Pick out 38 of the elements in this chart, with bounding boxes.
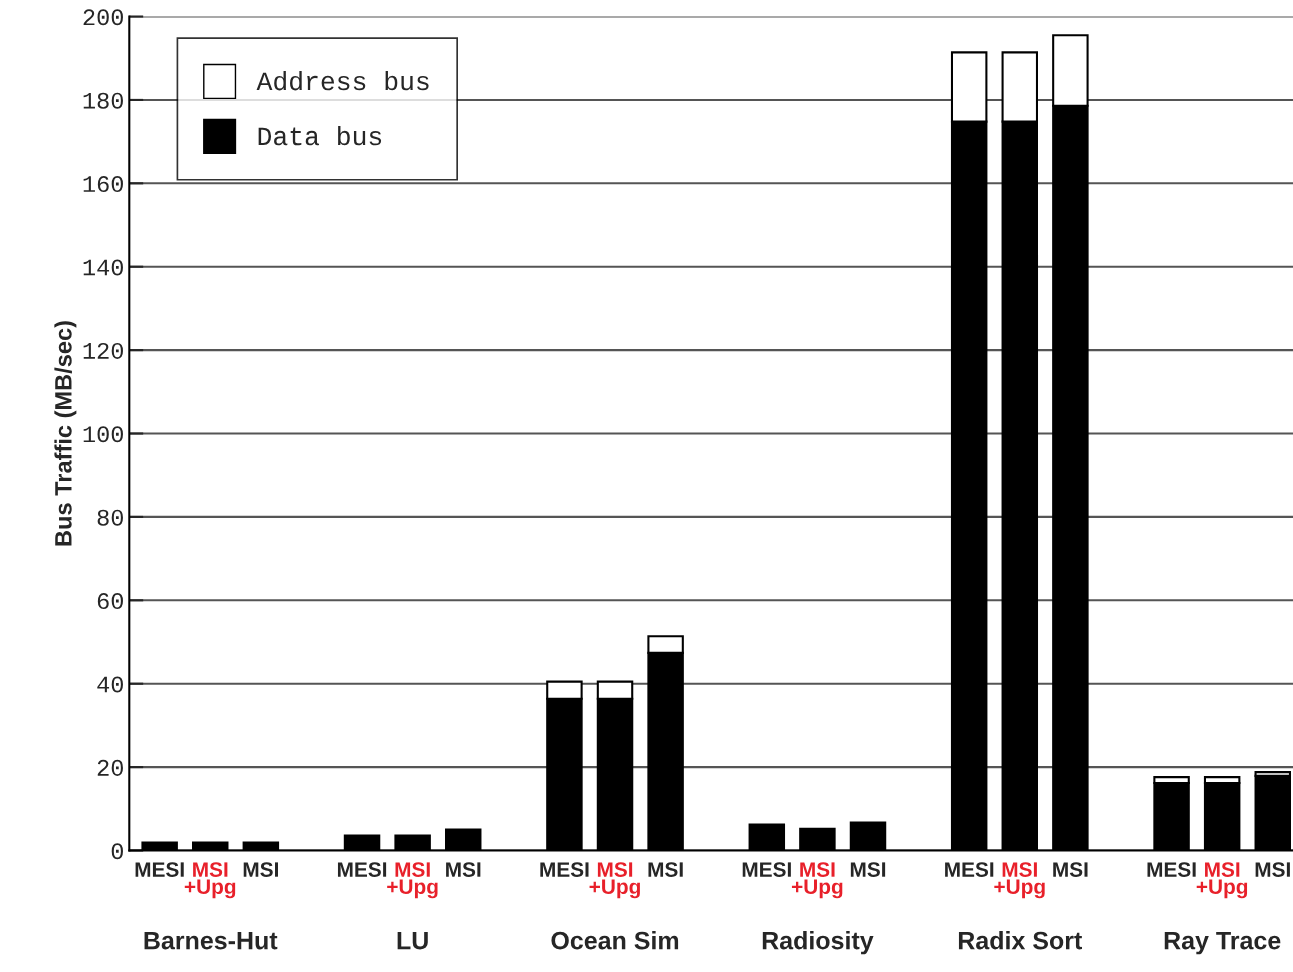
y-tick-label: 0	[111, 843, 123, 860]
x-tick-label: MSI +Upg	[184, 862, 236, 899]
x-tick-label: MSI +Upg	[1196, 862, 1248, 899]
y-tick-label: 140	[83, 259, 123, 276]
y-tick-label: 200	[83, 9, 123, 26]
x-tick-label: MESI	[945, 862, 994, 877]
x-tick-label: MSI	[1255, 862, 1290, 877]
x-tick-label: MESI	[135, 862, 184, 877]
x-tick-label: MSI	[1053, 862, 1088, 877]
text: Ray Trace	[1164, 931, 1281, 955]
x-tick-label: MESI	[1147, 862, 1196, 877]
y-tick-label: 100	[83, 426, 123, 443]
x-tick-label: MESI	[540, 862, 589, 877]
text: Barnes-Hut	[144, 931, 278, 950]
text: Radix Sort	[958, 931, 1082, 950]
legend-label: Address bus	[256, 70, 429, 91]
y-tick-label: 180	[83, 92, 123, 109]
y-tick-label: 60	[97, 593, 123, 610]
y-tick-label: 40	[97, 676, 123, 693]
x-tick-label: MSI	[648, 862, 683, 877]
y-tick-label: 80	[97, 509, 123, 526]
x-tick-label: MSI +Upg	[791, 862, 843, 899]
x-tick-label: MSI	[850, 862, 886, 877]
x-tick-label: MESI	[742, 862, 791, 877]
text: LU	[397, 931, 428, 950]
y-tick-label: 20	[97, 759, 123, 776]
x-tick-label: MSI +Upg	[387, 862, 438, 899]
y-tick-label: 160	[83, 176, 123, 193]
y-tick-label: 120	[83, 342, 123, 359]
y-axis-title: Bus Traffic (MB/sec)	[54, 321, 77, 546]
text: Radiosity	[762, 931, 874, 955]
x-tick-label: MSI	[243, 862, 278, 877]
text: Ocean Sim	[551, 931, 679, 950]
x-tick-label: MSI +Upg	[589, 862, 640, 899]
x-tick-label: MSI +Upg	[994, 862, 1045, 899]
x-tick-label: MESI	[337, 862, 387, 877]
x-tick-label: MSI	[446, 862, 481, 877]
legend-label: Data bus	[258, 125, 382, 146]
